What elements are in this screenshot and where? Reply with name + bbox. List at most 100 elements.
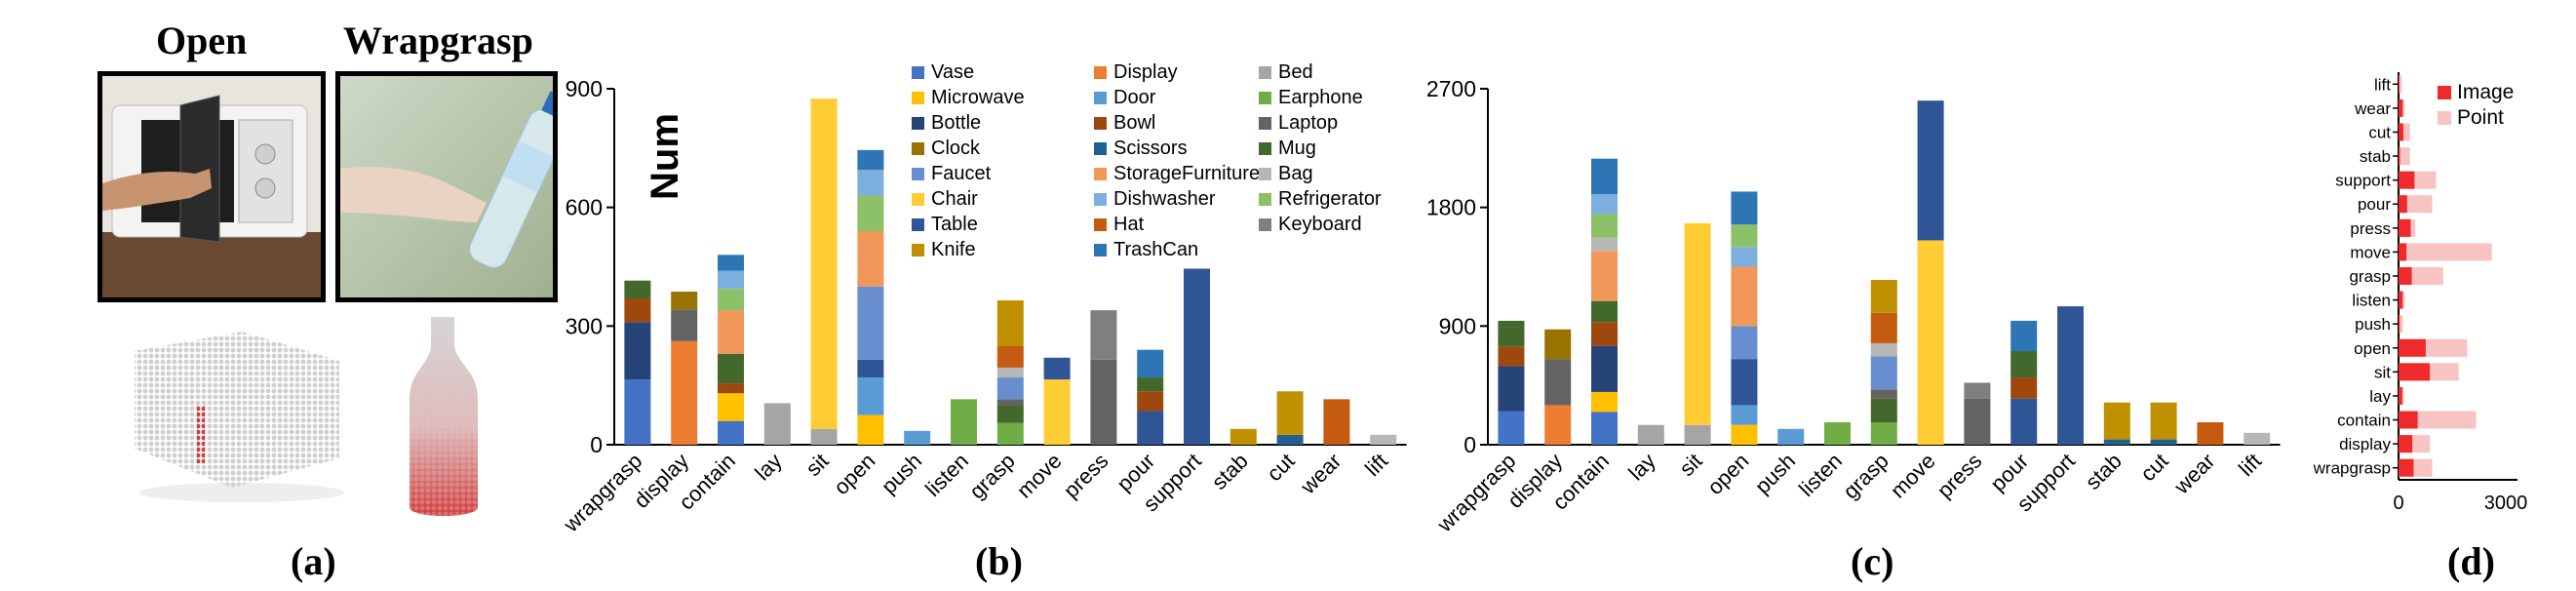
chart-b-bar-grasp-knife bbox=[996, 299, 1024, 346]
chart-c-bar-sit-bed bbox=[1684, 424, 1711, 445]
chart-c-bar-contain-microwave bbox=[1591, 391, 1618, 413]
chart-c-bar-contain-bottle bbox=[1591, 345, 1618, 392]
legend-swatch-bowl bbox=[1094, 117, 1107, 130]
panel-a-title-wrapgrasp: Wrapgrasp bbox=[343, 19, 533, 62]
chart-d-bar-image-push bbox=[2399, 315, 2400, 334]
chart-c-y-tick-label: 0 bbox=[1464, 432, 1476, 457]
chart-c-bar-cut-scissors bbox=[2150, 439, 2177, 445]
chart-d-y-tick-label: sit bbox=[2374, 363, 2391, 381]
chart-b-bar-grasp-hat bbox=[996, 345, 1024, 368]
bottle-point-cloud bbox=[410, 317, 478, 516]
chart-b-bar-display-laptop bbox=[671, 309, 698, 341]
chart-d-bar-image-display bbox=[2399, 435, 2413, 453]
chart-d-bar-image-grasp bbox=[2399, 267, 2412, 285]
chart-c-bar-pour-trashcan bbox=[2010, 320, 2038, 352]
legend-swatch-laptop bbox=[1259, 117, 1271, 130]
chart-b-bar-grasp-bag bbox=[996, 367, 1024, 378]
chart-c-bar-pour-mug bbox=[2010, 351, 2038, 378]
chart-b-bar-press-laptop bbox=[1090, 359, 1117, 445]
chart-d-y-tick-label: cut bbox=[2368, 123, 2391, 141]
chart-d-bar-point-move bbox=[2399, 243, 2492, 261]
panel-c-label: (c) bbox=[1851, 539, 1894, 583]
chart-c-bar-contain-mug bbox=[1591, 300, 1618, 323]
chart-d-bar-image-wrapgrasp bbox=[2399, 458, 2414, 477]
chart-c-bar-display-clock bbox=[1544, 329, 1572, 360]
legend-swatch-table bbox=[912, 218, 924, 231]
chart-c-bar-press-keyboard bbox=[1964, 382, 1991, 399]
legend-label-mug: Mug bbox=[1278, 138, 1316, 159]
chart-b-y-tick-label: 600 bbox=[566, 195, 603, 220]
chart-c-bar-lay-bed bbox=[1637, 424, 1664, 445]
chart-b-bar-push-door bbox=[904, 430, 931, 445]
chart-d-bar-image-support bbox=[2399, 171, 2415, 189]
legend-swatch-display bbox=[1094, 66, 1107, 79]
legend-label-bottle: Bottle bbox=[931, 112, 981, 134]
chart-c-bar-grasp-bag bbox=[1870, 342, 1897, 357]
chart-d-bar-image-listen bbox=[2399, 291, 2403, 309]
chart-c-bar-contain-bowl bbox=[1591, 322, 1618, 346]
chart-c-bar-open-storagefurniture bbox=[1731, 266, 1758, 327]
chart-d-y-tick-label: move bbox=[2350, 243, 2391, 261]
chart-b-bar-wrapgrasp-bottle bbox=[624, 322, 651, 380]
chart-b-bar-sit-chair bbox=[810, 98, 838, 429]
legend-label-refrigerator: Refrigerator bbox=[1278, 188, 1382, 210]
chart-b-bar-open-table bbox=[857, 359, 884, 378]
chart-c-bar-wrapgrasp-mug bbox=[1498, 320, 1525, 347]
chart-c-y-tick-label: 900 bbox=[1439, 313, 1476, 338]
legend-swatch-storagefurniture bbox=[1094, 168, 1107, 180]
chart-d-y-tick-label: pour bbox=[2358, 195, 2391, 214]
chart-c-bar-open-faucet bbox=[1731, 326, 1758, 360]
chart-c-bar-stab-scissors bbox=[2103, 439, 2130, 445]
chart-c-bar-push-door bbox=[1777, 428, 1805, 445]
panel-a-label: (a) bbox=[291, 539, 336, 583]
chart-c-bar-move-chair bbox=[1917, 240, 1944, 445]
legend-label-faucet: Faucet bbox=[931, 163, 992, 184]
chart-b-bar-support-table bbox=[1184, 268, 1210, 445]
chart-c-bar-open-door bbox=[1731, 405, 1758, 425]
chart-c-bar-contain-refrigerator bbox=[1591, 214, 1618, 238]
legend-swatch-scissors bbox=[1094, 142, 1107, 155]
chart-d-y-tick-label: contain bbox=[2337, 412, 2391, 430]
chart-c-bar-wear-hat bbox=[2197, 422, 2224, 445]
chart-c-bar-display-laptop bbox=[1544, 359, 1572, 406]
chart-b-bar-contain-trashcan bbox=[718, 255, 744, 271]
chart-d-bar-image-contain bbox=[2399, 411, 2418, 429]
chart-c-bar-wrapgrasp-bowl bbox=[1498, 346, 1525, 367]
chart-c-bar-wrapgrasp-bottle bbox=[1498, 366, 1525, 412]
chart-b-bar-grasp-laptop bbox=[996, 399, 1024, 406]
legend-label-bed: Bed bbox=[1278, 61, 1313, 83]
chart-d-y-tick-label: grasp bbox=[2349, 267, 2391, 286]
chart-b-bar-grasp-faucet bbox=[996, 377, 1024, 400]
legend-swatch-vase bbox=[912, 66, 924, 79]
chart-b-bar-contain-vase bbox=[718, 420, 744, 445]
chart-d-bar-point-contain bbox=[2399, 411, 2477, 429]
chart-c-bar-press-laptop bbox=[1964, 398, 1991, 445]
chart-b-bar-pour-bowl bbox=[1137, 391, 1164, 412]
legend-swatch-earphone bbox=[1259, 92, 1271, 104]
legend-swatch-hat bbox=[1094, 218, 1107, 231]
chart-b-bar-contain-mug bbox=[718, 353, 744, 384]
chart-d-y-tick-label: open bbox=[2354, 339, 2391, 358]
chart-c-bar-contain-bag bbox=[1591, 237, 1618, 252]
bottle-photo bbox=[335, 71, 558, 302]
chart-b-bar-listen-earphone bbox=[951, 399, 977, 445]
legend-label-keyboard: Keyboard bbox=[1278, 214, 1362, 235]
chart-c-bar-lift-bag bbox=[2244, 432, 2271, 445]
panel-b-label: (b) bbox=[975, 539, 1023, 583]
legend-swatch-knife bbox=[912, 244, 924, 256]
chart-b-bar-grasp-earphone bbox=[996, 422, 1024, 445]
chart-c-bar-stab-knife bbox=[2103, 402, 2130, 440]
chart-b-bar-cut-scissors bbox=[1276, 434, 1304, 445]
legend-label-scissors: Scissors bbox=[1113, 138, 1188, 159]
chart-b-bar-open-microwave bbox=[857, 414, 884, 445]
chart-d-bar-image-lay bbox=[2399, 386, 2402, 405]
legend-swatch-bed bbox=[1259, 66, 1271, 79]
chart-b-bar-open-dishwasher bbox=[857, 170, 884, 196]
chart-c-bar-sit-chair bbox=[1684, 222, 1711, 425]
legend-swatch-refrigerator bbox=[1259, 193, 1271, 206]
chart-b-bar-pour-table bbox=[1137, 411, 1164, 445]
legend-label-bowl: Bowl bbox=[1113, 112, 1155, 134]
chart-c-bar-grasp-earphone bbox=[1870, 422, 1897, 445]
